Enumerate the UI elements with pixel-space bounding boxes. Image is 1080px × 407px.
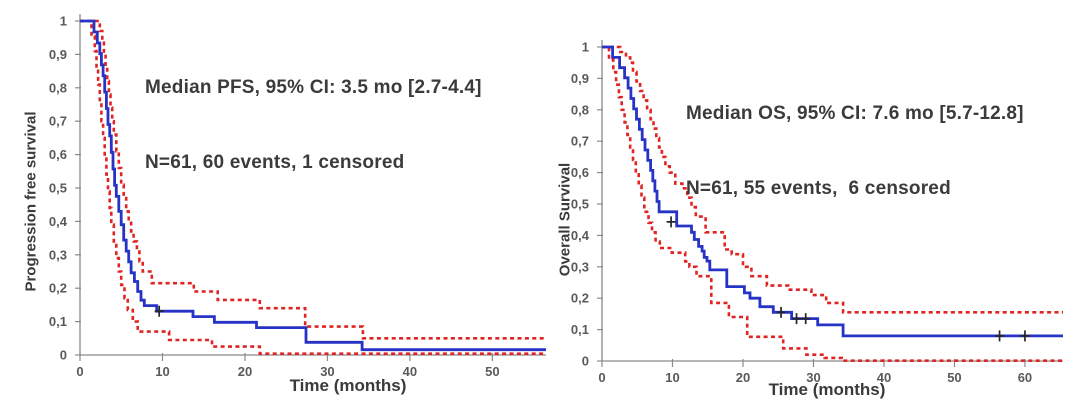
os-annotation: Median OS, 95% CI: 7.6 mo [5.7-12.8] N=6…	[686, 51, 1024, 251]
y-tick-label: 0,8	[571, 102, 589, 117]
y-tick-label: 1	[60, 14, 67, 29]
y-tick-label: 0,2	[49, 281, 67, 296]
survival-curve	[80, 19, 546, 352]
censor-mark	[1020, 330, 1030, 342]
y-tick-label: 0	[582, 354, 589, 369]
x-tick-label: 20	[238, 364, 252, 379]
censor-mark	[776, 306, 786, 318]
y-tick-label: 0,6	[571, 165, 589, 180]
y-tick-label: 0,4	[49, 214, 68, 229]
y-tick-label: 0,9	[571, 71, 589, 86]
pfs-events-text: N=61, 60 events, 1 censored	[145, 152, 405, 173]
censor-mark	[154, 305, 164, 317]
y-tick-label: 0,5	[571, 197, 589, 212]
y-tick-label: 0,7	[571, 134, 589, 149]
os-y-axis-title: Overall Survival	[556, 162, 574, 277]
x-tick-label: 10	[155, 364, 169, 379]
survival-curve	[602, 45, 1063, 338]
x-tick-label: 0	[76, 364, 83, 379]
x-tick-label: 10	[665, 370, 679, 385]
x-tick-label: 40	[403, 364, 417, 379]
x-tick-label: 60	[1018, 370, 1032, 385]
y-tick-label: 0,9	[49, 47, 67, 62]
x-tick-label: 30	[806, 370, 820, 385]
y-tick-label: 0,7	[49, 114, 67, 129]
y-tick-label: 0,8	[49, 80, 67, 95]
pfs-median-text: Median PFS, 95% CI: 3.5 mo [2.7-4.4]	[145, 77, 482, 98]
pfs-y-axis-title: Progression free survival	[22, 111, 40, 292]
y-tick-label: 0,5	[49, 181, 67, 196]
os-x-axis-title: Time (months)	[768, 380, 886, 399]
os-events-text: N=61, 55 events, 6 censored	[686, 178, 951, 199]
y-tick-label: 0,3	[49, 247, 67, 262]
y-tick-label: 0,1	[49, 314, 67, 329]
y-tick-label: 0,1	[571, 322, 589, 337]
pfs-x-axis-title: Time (months)	[289, 376, 407, 395]
ci-lower-curve	[602, 45, 1063, 362]
x-tick-label: 40	[877, 370, 891, 385]
censor-mark	[792, 313, 802, 325]
x-tick-label: 50	[947, 370, 961, 385]
os-median-text: Median OS, 95% CI: 7.6 mo [5.7-12.8]	[686, 103, 1024, 124]
x-tick-label: 20	[736, 370, 750, 385]
x-tick-label: 30	[320, 364, 334, 379]
x-tick-label: 50	[485, 364, 499, 379]
y-tick-label: 0,3	[571, 259, 589, 274]
ci-upper-curve	[602, 45, 1063, 314]
y-tick-label: 0,6	[49, 147, 67, 162]
censor-mark	[801, 313, 811, 325]
censor-mark	[666, 216, 676, 228]
y-tick-label: 0	[60, 348, 67, 363]
pfs-annotation: Median PFS, 95% CI: 3.5 mo [2.7-4.4] N=6…	[145, 25, 482, 225]
y-tick-label: 1	[582, 40, 589, 55]
y-tick-label: 0,2	[571, 291, 589, 306]
y-tick-label: 0,4	[571, 228, 590, 243]
x-tick-label: 0	[598, 370, 605, 385]
ci-upper-curve	[80, 19, 546, 340]
censor-mark	[995, 330, 1005, 342]
